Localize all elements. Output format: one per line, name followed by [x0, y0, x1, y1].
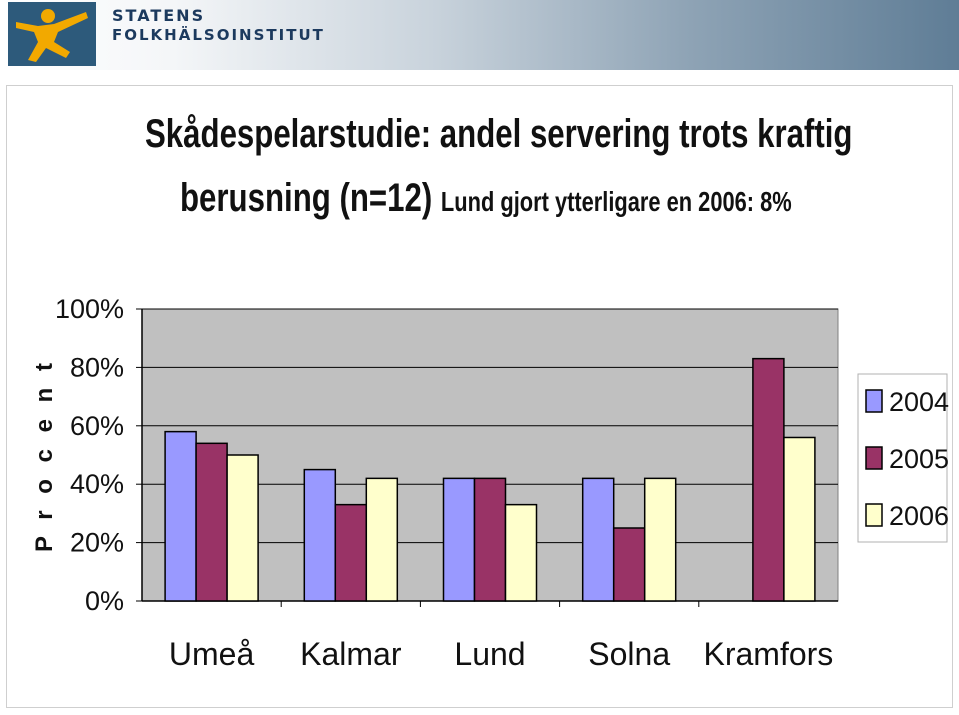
legend-swatch-2004 [865, 389, 883, 413]
y-tick-label: 0% [85, 586, 124, 616]
legend-label-2005: 2005 [889, 444, 949, 474]
y-axis-label: P r o c e n t [31, 358, 58, 552]
x-category-label: Kramfors [704, 636, 834, 672]
y-tick-label: 20% [70, 528, 124, 558]
header-banner: STATENS FOLKHÄLSOINSTITUT [0, 0, 959, 70]
bar-2006-Solna [643, 477, 677, 602]
bar-2005-Solna [612, 527, 646, 602]
bar-2006-Umeå [226, 454, 259, 602]
y-tick-label: 80% [70, 352, 124, 382]
running-figure-logo-icon [8, 2, 96, 66]
x-category-label: Umeå [169, 636, 255, 672]
y-tick-label: 60% [70, 411, 124, 441]
bar-2004-Kalmar [303, 468, 337, 602]
y-tick-label: 40% [70, 469, 124, 499]
bar-2005-Umeå [195, 442, 228, 602]
legend-swatch-2005 [865, 446, 883, 470]
title-note: Lund gjort ytterligare en 2006: 8% [440, 186, 792, 217]
bar-2006-Kalmar [365, 477, 399, 602]
y-tick-label: 100% [55, 294, 124, 324]
slide-title-line2: berusning (n=12) Lund gjort ytterligare … [180, 176, 792, 221]
bar-2004-Umeå [164, 430, 197, 602]
org-name-line1: STATENS [112, 6, 206, 25]
bar-2006-Lund [504, 503, 538, 602]
bar-2005-Lund [473, 477, 507, 602]
bar-2005-Kramfors [752, 357, 785, 602]
x-category-label: Kalmar [300, 636, 402, 672]
slide-title-line1: Skådespelarstudie: andel servering trots… [145, 112, 853, 156]
legend-label-2004: 2004 [889, 387, 949, 417]
slide-frame [6, 85, 953, 708]
x-category-label: Solna [588, 636, 670, 672]
title-main-text: berusning (n=12) [180, 176, 433, 220]
org-name-line2: FOLKHÄLSOINSTITUT [112, 26, 325, 44]
bar-2006-Kramfors [783, 436, 816, 602]
bar-2004-Solna [581, 477, 615, 602]
legend-label-2006: 2006 [889, 501, 949, 531]
bar-2004-Lund [442, 477, 476, 602]
legend-swatch-2006 [865, 503, 883, 527]
x-category-label: Lund [454, 636, 525, 672]
bar-2005-Kalmar [334, 503, 368, 602]
